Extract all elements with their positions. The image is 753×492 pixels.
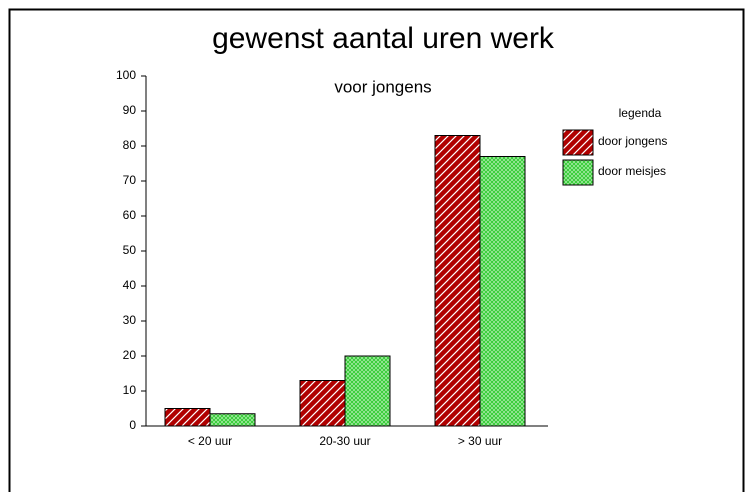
y-tick-label: 80: [123, 138, 137, 152]
bar: [164, 408, 211, 427]
legend-title: legenda: [619, 106, 662, 120]
x-tick-label: < 20 uur: [188, 434, 232, 448]
y-tick-label: 10: [123, 383, 137, 397]
chart-subtitle: voor jongens: [334, 77, 431, 96]
bar: [209, 413, 256, 427]
chart-title: gewenst aantal uren werk: [212, 22, 555, 55]
frame: [8, 8, 745, 492]
y-tick-label: 30: [123, 313, 137, 327]
bar: [299, 380, 346, 427]
legend-swatch: [562, 159, 594, 186]
y-tick-label: 70: [123, 173, 137, 187]
y-tick-label: 50: [123, 243, 137, 257]
bar: [434, 135, 481, 427]
x-tick-label: > 30 uur: [458, 434, 502, 448]
y-tick-label: 60: [123, 208, 137, 222]
x-tick-label: 20-30 uur: [319, 434, 370, 448]
bar: [344, 355, 391, 427]
y-tick-label: 40: [123, 278, 137, 292]
legend-label: door jongens: [598, 134, 667, 148]
y-tick-label: 100: [116, 68, 136, 82]
bar: [479, 156, 526, 427]
y-tick-label: 0: [129, 418, 136, 432]
y-tick-label: 20: [123, 348, 137, 362]
legend-label: door meisjes: [598, 164, 666, 178]
legend-swatch: [562, 129, 594, 156]
y-tick-label: 90: [123, 103, 137, 117]
